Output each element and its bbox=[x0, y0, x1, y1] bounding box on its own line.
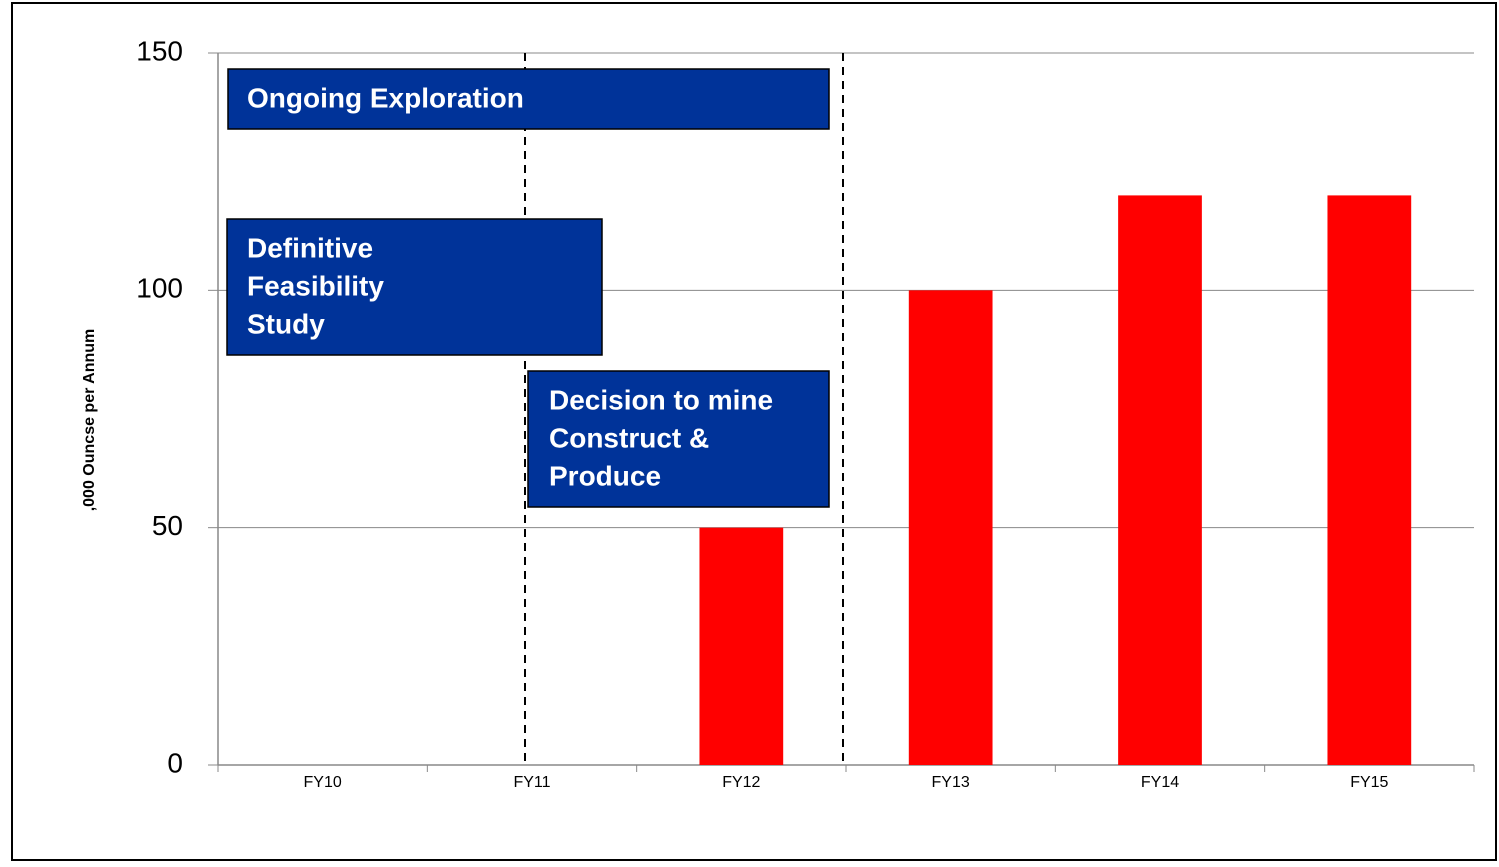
bar bbox=[699, 527, 784, 765]
y-tick-label: 0 bbox=[167, 747, 183, 778]
x-tick-label: FY12 bbox=[722, 774, 760, 791]
annotation-text: Feasibility bbox=[247, 270, 384, 301]
bar bbox=[908, 290, 993, 765]
x-tick-label: FY11 bbox=[513, 774, 550, 791]
annotation-text: Study bbox=[247, 308, 325, 339]
x-tick-label: FY14 bbox=[1141, 774, 1179, 791]
annotation-text: Construct & bbox=[549, 422, 709, 453]
annotation-text: Decision to mine bbox=[549, 384, 773, 415]
x-tick-label: FY10 bbox=[304, 774, 342, 791]
bar bbox=[1118, 195, 1202, 765]
annotation-box bbox=[226, 218, 603, 356]
y-axis-title: ,000 Ouncse per Annum bbox=[81, 329, 98, 512]
x-tick-label: FY13 bbox=[932, 774, 970, 791]
y-tick-label: 150 bbox=[136, 35, 183, 66]
annotation-text: Ongoing Exploration bbox=[247, 82, 524, 113]
y-tick-label: 100 bbox=[136, 273, 183, 304]
annotation-text: Definitive bbox=[247, 232, 373, 263]
bar bbox=[1327, 195, 1412, 765]
annotation-box bbox=[527, 370, 830, 508]
annotation-box bbox=[227, 68, 830, 130]
annotation-text: Produce bbox=[549, 460, 661, 491]
x-tick-label: FY15 bbox=[1350, 774, 1388, 791]
y-tick-label: 50 bbox=[152, 510, 183, 541]
